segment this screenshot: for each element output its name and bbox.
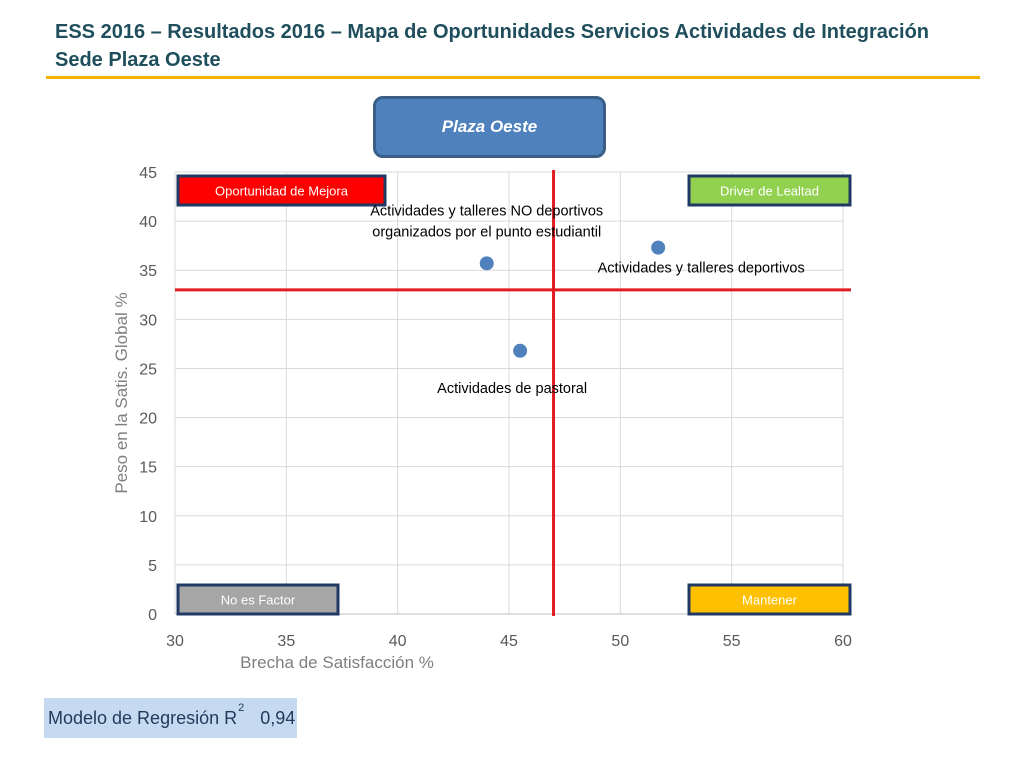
data-point-label: organizados por el punto estudiantil <box>372 224 601 240</box>
y-tick-label: 35 <box>139 263 157 280</box>
quadrant-driver-de-lealtad-label: Driver de Lealtad <box>720 184 819 199</box>
x-tick-label: 60 <box>834 633 852 650</box>
x-tick-label: 45 <box>500 633 518 650</box>
x-tick-label: 50 <box>611 633 629 650</box>
data-point-label: Actividades y talleres NO deportivos <box>370 203 603 219</box>
regression-superscript: 2 <box>238 702 245 714</box>
y-tick-label: 15 <box>139 460 157 477</box>
data-points: Actividades y talleres NO deportivos orga… <box>370 203 804 396</box>
y-tick-label: 45 <box>139 165 157 182</box>
y-tick-label: 25 <box>139 361 157 378</box>
grid <box>174 171 844 615</box>
title-underline <box>46 76 980 79</box>
x-tick-label: 30 <box>166 633 184 650</box>
data-point <box>513 343 528 358</box>
page-title: ESS 2016 – Resultados 2016 – Mapa de Opo… <box>55 18 995 74</box>
data-point <box>479 256 494 271</box>
x-tick-label: 55 <box>723 633 741 650</box>
regression-box: Modelo de Regresión R 2 0,94 <box>44 698 297 738</box>
title-line-2: Sede Plaza Oeste <box>55 49 221 71</box>
data-point-label: Actividades y talleres deportivos <box>598 261 805 277</box>
quadrant-mantener-box <box>687 583 852 616</box>
y-tick-label: 5 <box>148 558 157 575</box>
quadrant-mantener-label: Mantener <box>742 593 798 608</box>
x-tick-label: 35 <box>277 633 295 650</box>
regression-value: 0,94 <box>260 707 296 728</box>
quadrant-labels: Oportunidad de Mejora Driver de Lealtad No… <box>176 174 852 616</box>
site-button[interactable]: Plaza Oeste <box>373 96 606 158</box>
tick-labels: 0 5 10 15 20 25 30 35 40 45 30 35 40 45 50 55 60 <box>139 165 852 650</box>
x-tick-label: 40 <box>389 633 407 650</box>
y-tick-label: 10 <box>139 509 157 526</box>
regression-label: Modelo de Regresión R <box>48 707 238 728</box>
quadrant-no-es-factor-label: No es Factor <box>221 593 296 608</box>
quadrant-dividers <box>175 170 851 616</box>
data-point-label: Actividades de pastoral <box>437 381 587 397</box>
quadrant-oportunidad-de-mejora-label: Oportunidad de Mejora <box>215 184 349 199</box>
data-point <box>651 240 666 255</box>
y-tick-label: 20 <box>139 411 157 428</box>
quadrant-no-es-factor-box <box>176 583 340 616</box>
quadrant-oportunidad-de-mejora-box <box>176 174 387 207</box>
quadrant-driver-de-lealtad-box <box>687 174 852 207</box>
y-tick-label: 40 <box>139 214 157 231</box>
x-axis-label: Brecha de Satisfacción % <box>240 653 434 672</box>
y-tick-label: 0 <box>148 607 157 624</box>
y-axis-label: Peso en la Satis. Global % <box>112 292 131 493</box>
axis-labels: Brecha de Satisfacción % Peso en la Satis… <box>112 292 434 672</box>
title-line-1: ESS 2016 – Resultados 2016 – Mapa de Opo… <box>55 21 930 43</box>
y-tick-label: 30 <box>139 312 157 329</box>
